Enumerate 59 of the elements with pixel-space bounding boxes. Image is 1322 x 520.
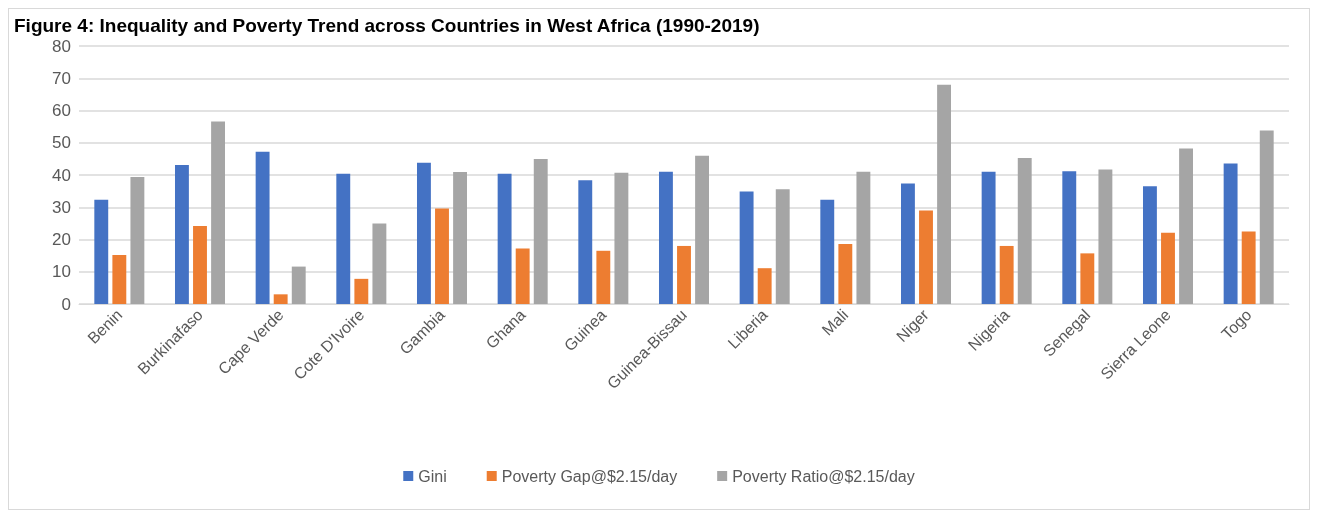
- bar: [1062, 171, 1077, 304]
- bar: [919, 210, 933, 304]
- y-tick-label: 20: [52, 230, 71, 249]
- bar: [775, 189, 790, 304]
- bar: [1223, 163, 1238, 304]
- bar: [937, 84, 952, 304]
- legend-label: Poverty Gap@$2.15/day: [501, 467, 678, 485]
- bar: [174, 165, 189, 304]
- bar: [596, 250, 611, 304]
- y-tick-label: 30: [52, 197, 71, 217]
- bar: [291, 266, 306, 304]
- bar: [677, 245, 691, 304]
- bar: [255, 151, 270, 304]
- bar: [515, 248, 530, 304]
- bar: [578, 180, 593, 304]
- bar: [273, 294, 288, 304]
- bar: [1142, 186, 1157, 304]
- bar: [211, 121, 226, 304]
- bar: [416, 162, 431, 304]
- bar: [435, 208, 449, 304]
- bar: [695, 155, 710, 304]
- bar: [112, 254, 127, 304]
- bar: [1179, 148, 1194, 304]
- bar: [739, 191, 754, 304]
- bar: [999, 245, 1014, 304]
- chart-title: Figure 4: Inequality and Poverty Trend across Countries in West Africa (1990-2019): [14, 15, 760, 36]
- x-tick-label: Togo: [1218, 305, 1255, 343]
- bar: [1080, 253, 1095, 304]
- bar: [1241, 231, 1256, 304]
- bar: [757, 268, 772, 304]
- y-tick-label: 10: [52, 262, 71, 282]
- bar: [1098, 169, 1113, 304]
- bar: [354, 278, 369, 304]
- legend-label: Poverty Ratio@$2.15/day: [732, 467, 915, 485]
- bar: [94, 199, 109, 304]
- bar: [838, 244, 853, 304]
- bar: [1259, 130, 1274, 304]
- bar: [193, 225, 207, 304]
- y-tick-label: 40: [52, 165, 71, 185]
- bar: [453, 172, 468, 304]
- y-tick-label: 70: [52, 68, 71, 88]
- legend-label: Gini: [418, 467, 447, 485]
- bar: [533, 158, 548, 304]
- bar: [614, 172, 629, 304]
- y-tick-label: 0: [61, 294, 71, 314]
- bar: [372, 223, 387, 304]
- bar: [1017, 157, 1032, 304]
- bar: [900, 183, 915, 304]
- bar: [981, 171, 996, 304]
- y-tick-label: 80: [52, 36, 71, 56]
- bar: [820, 199, 835, 304]
- bar: [336, 173, 351, 304]
- bar: [130, 176, 145, 304]
- bar: [658, 171, 673, 304]
- bar: [497, 173, 512, 304]
- y-tick-label: 50: [52, 133, 71, 153]
- y-tick-label: 60: [52, 101, 71, 120]
- bar: [1161, 232, 1175, 304]
- bar: [856, 171, 871, 304]
